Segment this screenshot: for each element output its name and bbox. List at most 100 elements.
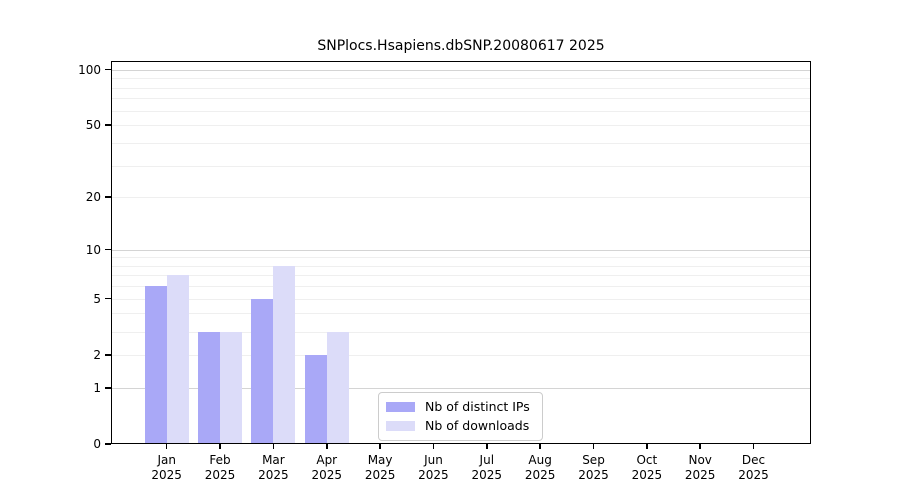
gridline [111,87,811,89]
y-tick [105,387,111,389]
x-tick-month: May [367,453,393,467]
bar-nb-of-downloads [326,331,349,444]
x-tick [326,444,328,449]
x-tick-year: 2025 [738,468,769,482]
x-tick-label: Jan 2025 [137,453,197,483]
x-tick-label: Oct 2025 [617,453,677,483]
plot-area [111,61,811,444]
x-tick-label: Jul 2025 [457,453,517,483]
x-tick-year: 2025 [524,468,556,482]
legend-label: Nb of downloads [425,418,530,433]
legend-label: Nb of distinct IPs [425,399,530,414]
bar-nb-of-downloads [220,331,243,444]
x-tick-label: Mar 2025 [243,453,303,483]
y-tick [105,124,111,126]
y-tick [105,68,111,71]
x-tick-month: Nov [688,453,712,467]
x-tick [432,444,435,449]
x-tick-month: Jan [157,453,176,467]
x-tick-year: 2025 [418,468,449,482]
gridline [111,197,811,199]
y-tick-label: 1 [93,380,101,395]
y-tick-label: 10 [85,242,101,257]
x-tick-month: Sep [582,453,605,467]
chart-title: SNPlocs.Hsapiens.dbSNP.20080617 2025 [317,38,605,54]
x-tick [486,444,488,449]
x-tick-month: Mar [262,453,285,467]
x-tick-label: Sep 2025 [564,453,624,483]
gridline [111,98,811,100]
legend-swatch [386,421,415,431]
gridline-major [111,387,811,389]
x-tick-label: Nov 2025 [670,453,730,483]
gridline [111,275,811,277]
bar-nb-of-distinct-ips [198,331,221,444]
gridline [111,313,811,315]
x-tick-month: Jun [424,453,443,467]
y-tick-label: 5 [93,291,101,306]
x-tick-year: 2025 [578,468,609,482]
x-tick-year: 2025 [151,468,182,482]
x-tick-label: Apr 2025 [297,453,357,483]
x-tick [272,444,275,449]
gridline [111,78,811,80]
x-tick-label: Aug 2025 [510,453,570,483]
x-tick [539,444,541,449]
x-tick [379,444,381,449]
bar-nb-of-distinct-ips [304,354,327,444]
x-tick [646,444,648,449]
x-tick-label: Feb 2025 [190,453,250,483]
gridline-major [111,69,811,71]
x-tick-year: 2025 [684,468,716,482]
x-tick-label: Jun 2025 [403,453,463,483]
y-tick [105,297,111,300]
x-tick-month: Dec [741,453,766,467]
y-tick [105,248,111,251]
bar-nb-of-downloads [166,275,189,444]
x-tick-year: 2025 [364,468,396,482]
y-tick-label: 2 [93,347,101,362]
x-tick [165,444,168,449]
gridline [111,110,811,112]
y-tick [105,196,111,198]
gridline-major [111,249,811,251]
gridline [111,142,811,144]
y-tick-label: 50 [85,118,101,133]
x-tick-month: Apr [316,453,338,467]
y-tick [105,443,111,445]
x-tick-year: 2025 [204,468,236,482]
x-tick [752,444,755,449]
y-tick-label: 0 [93,437,101,451]
x-tick-label: Dec 2025 [724,453,784,483]
legend-swatch [386,402,415,412]
gridline [111,257,811,259]
x-tick-label: May 2025 [350,453,410,483]
legend: Nb of distinct IPs Nb of downloads [378,392,543,441]
gridline [111,165,811,167]
gridline [111,331,811,333]
y-tick [105,354,111,356]
bar-nb-of-distinct-ips [251,298,274,444]
gridline [111,125,811,127]
x-tick-year: 2025 [258,468,289,482]
legend-entry: Nb of downloads [386,419,530,433]
x-tick-month: Oct [636,453,658,467]
gridline [111,298,811,300]
x-tick-month: Jul [479,453,495,467]
x-tick-year: 2025 [631,468,663,482]
bar-nb-of-downloads [273,265,296,444]
x-tick [219,444,221,449]
y-tick-label: 20 [85,190,101,205]
x-tick [592,444,595,449]
legend-entry: Nb of distinct IPs [386,400,530,414]
x-tick [699,444,701,449]
gridline [111,354,811,356]
bar-nb-of-distinct-ips [144,286,167,444]
gridline [111,265,811,267]
gridline [111,286,811,288]
x-tick-year: 2025 [311,468,343,482]
y-tick-label: 100 [78,62,101,77]
x-tick-year: 2025 [471,468,503,482]
x-tick-month: Aug [528,453,552,467]
